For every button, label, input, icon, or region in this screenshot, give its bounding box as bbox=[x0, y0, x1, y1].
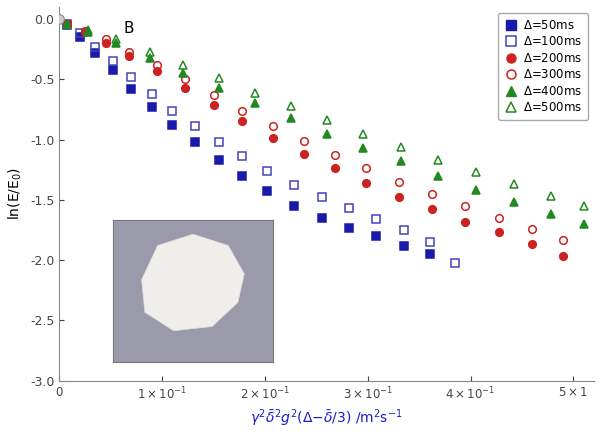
Y-axis label: ln(E/E$_0$): ln(E/E$_0$) bbox=[7, 167, 25, 220]
Text: タイプ2: タイプ2 bbox=[167, 230, 198, 242]
X-axis label: $\gamma^2\bar{\delta}^2g^2(\Delta\mathrm{-}\bar{\delta}/3)$ /m$^2$s$^{-1}$: $\gamma^2\bar{\delta}^2g^2(\Delta\mathrm… bbox=[250, 408, 403, 429]
Legend: $\Delta$=50ms, $\Delta$=100ms, $\Delta$=200ms, $\Delta$=300ms, $\Delta$=400ms, $: $\Delta$=50ms, $\Delta$=100ms, $\Delta$=… bbox=[498, 13, 588, 120]
Text: B: B bbox=[123, 21, 133, 37]
